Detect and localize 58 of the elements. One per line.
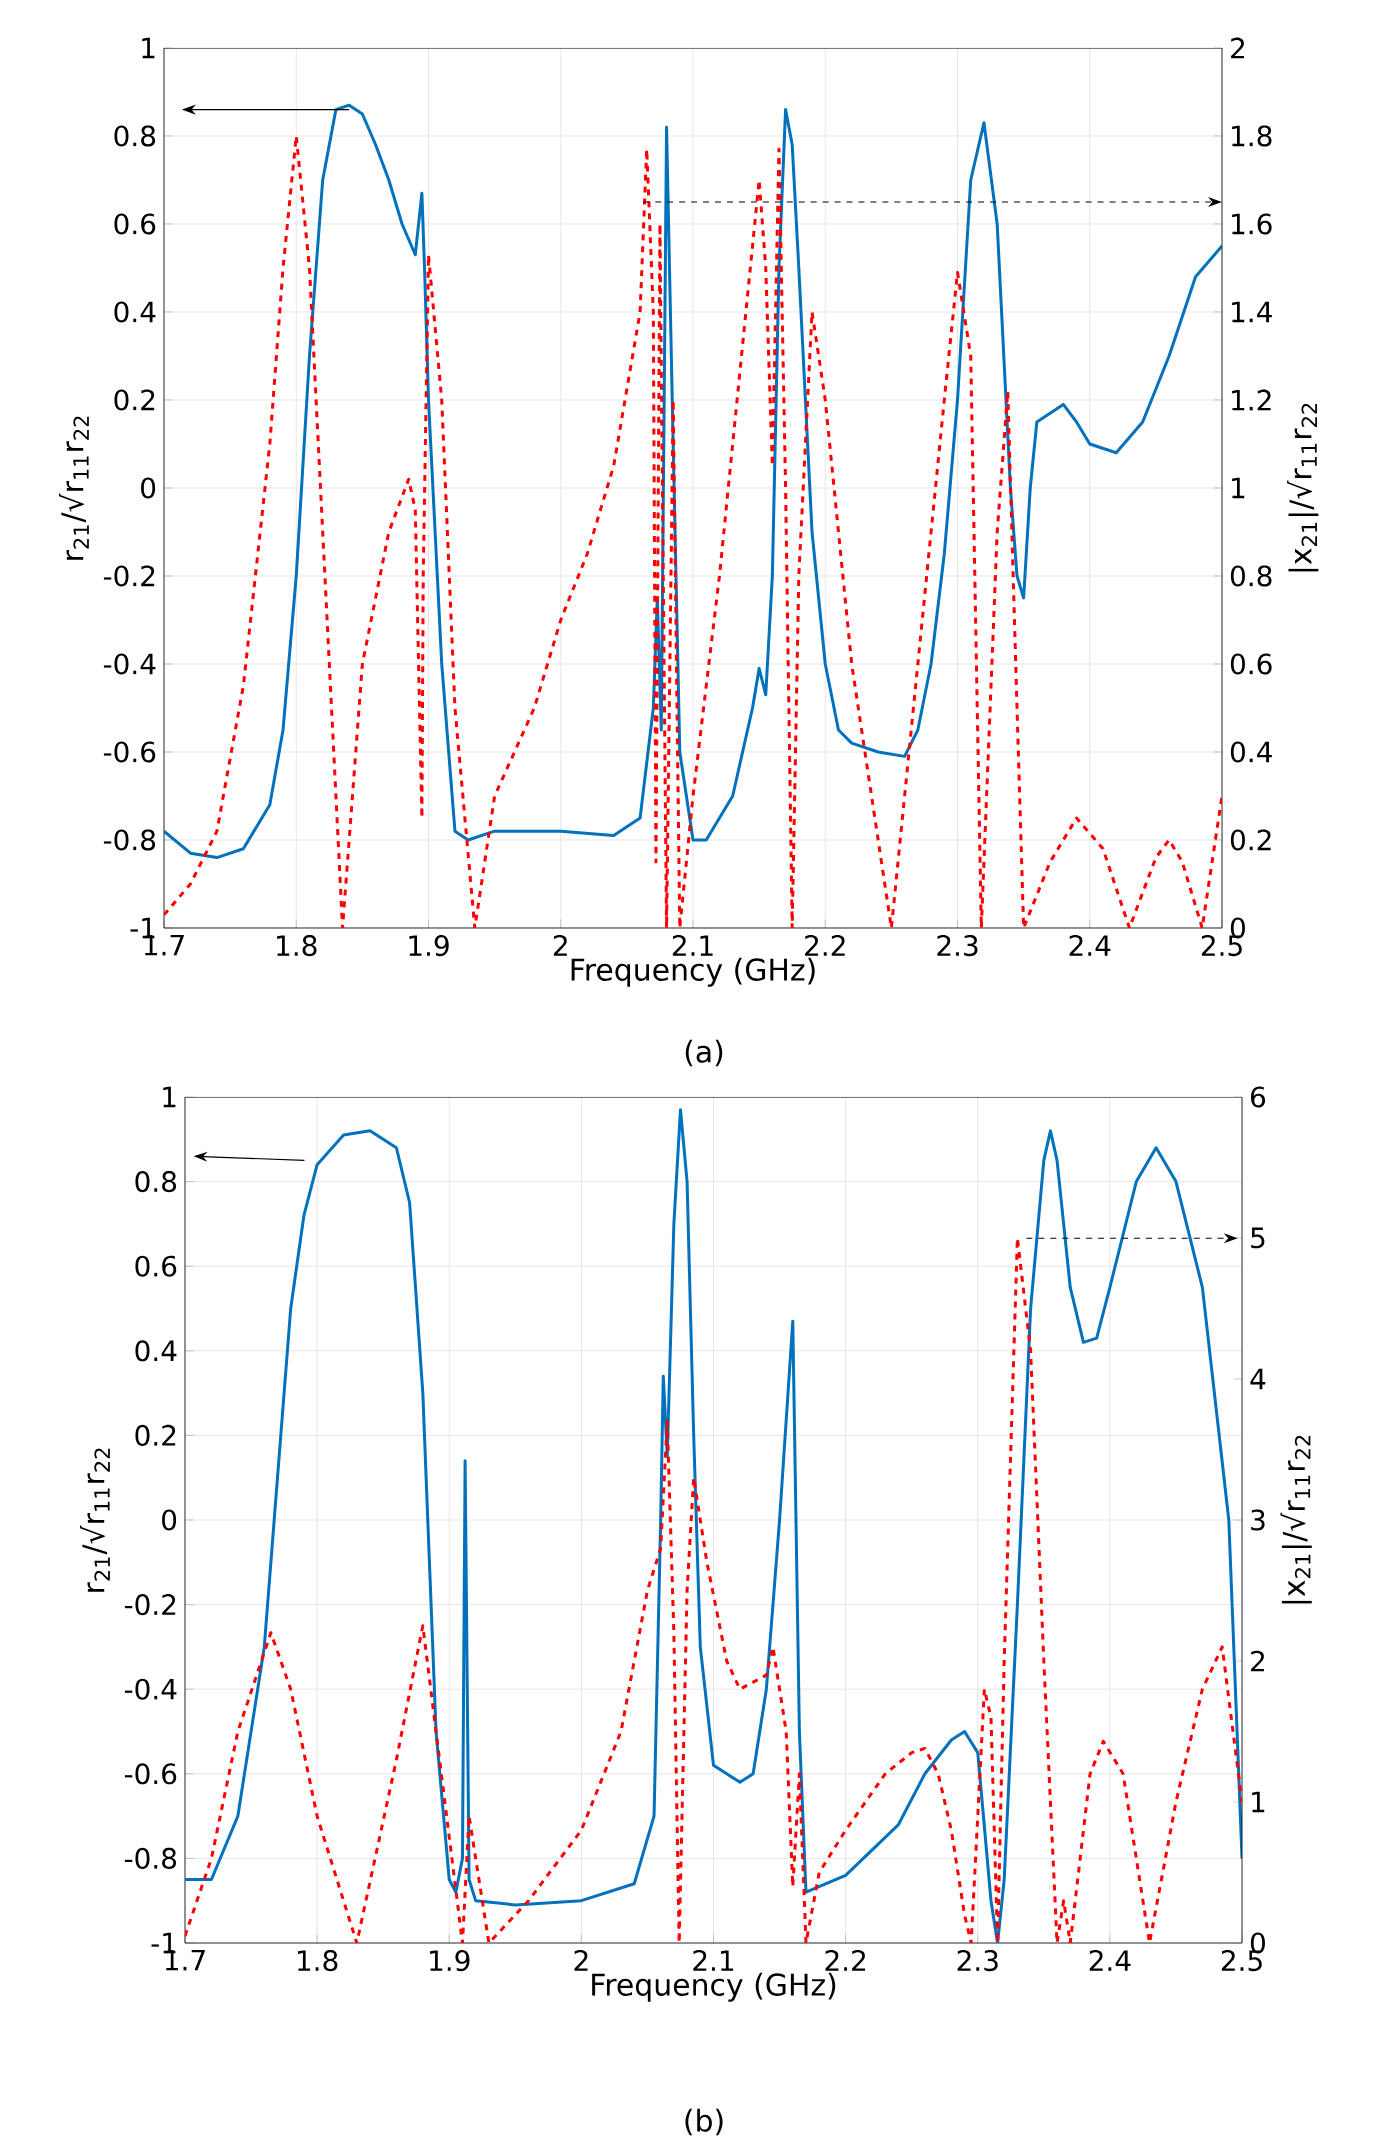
y-tick-label: -0.6 xyxy=(124,1763,177,1785)
y-tick-label: -0.6 xyxy=(103,741,156,763)
y-tick-label: -0.8 xyxy=(124,1847,177,1869)
text: (a) xyxy=(685,1039,723,1067)
x-tick-label: 2.2 xyxy=(825,1950,866,1971)
y-tick-label: 0.2 xyxy=(114,389,155,411)
y2-tick-label: 1 xyxy=(1252,1791,1265,1813)
y-tick-label: 0.4 xyxy=(114,301,156,323)
x-axis-title: Frequency (GHz) xyxy=(571,957,815,987)
x-tick-label: 2.3 xyxy=(937,935,978,957)
x-tick-label: 2.1 xyxy=(672,935,713,956)
y2-tick-label: 0.8 xyxy=(1230,565,1272,587)
y2-tick-label: 4 xyxy=(1250,1368,1266,1390)
y-tick-label: 0.8 xyxy=(135,1171,177,1193)
x-tick-label: 2 xyxy=(574,1950,588,1971)
x-tick-label: 1.9 xyxy=(409,935,449,957)
y-tick-label: -0.2 xyxy=(103,565,155,587)
x-tick-label: 1.8 xyxy=(298,1950,338,1972)
y-tick-label: 0 xyxy=(162,1509,177,1531)
y-tick-label: 0.6 xyxy=(114,213,156,235)
y2-tick-label: 0.6 xyxy=(1230,653,1272,675)
y2-tick-label: 6 xyxy=(1250,1086,1266,1108)
y-tick-label: -0.4 xyxy=(124,1678,177,1700)
x-tick-label: 1.9 xyxy=(430,1950,470,1972)
y-tick-label: 0.8 xyxy=(114,125,156,147)
y2-tick-label: 0.4 xyxy=(1230,741,1272,763)
x-tick-label: 2 xyxy=(553,935,567,956)
y2-tick-label: 3 xyxy=(1251,1509,1265,1531)
y2-tick-label: 1 xyxy=(1232,477,1245,499)
y-tick-label: -0.8 xyxy=(103,829,156,851)
y2-tick-label: 1.6 xyxy=(1232,213,1272,235)
x-tick-label: 2.4 xyxy=(1069,935,1111,956)
y2-axis-title: |x$_{21}$|/√r$_{11}$r$_{22}$ xyxy=(1280,1435,1312,1604)
y-tick-label: 1 xyxy=(163,1086,176,1108)
y-axis-title: r$_{21}$/√r$_{11}$r$_{22}$ xyxy=(58,416,89,560)
y2-tick-label: 0.2 xyxy=(1230,829,1271,851)
y2-tick-label: 5 xyxy=(1251,1227,1265,1249)
x-tick-label: 2.1 xyxy=(693,1950,734,1971)
y2-tick-label: 2 xyxy=(1251,1650,1265,1672)
text: (b) xyxy=(685,2108,723,2136)
y2-tick-label: 1.2 xyxy=(1232,389,1271,411)
y-tick-label: 0.4 xyxy=(135,1340,177,1362)
y-tick-label: 0 xyxy=(141,477,156,499)
x-tick-label: 1.8 xyxy=(277,935,317,957)
x-axis-title: Frequency (GHz) xyxy=(592,1972,836,2002)
y2-tick-label: 2 xyxy=(1231,37,1245,59)
y2-tick-label: 1.8 xyxy=(1232,125,1272,147)
x-tick-label: 2.3 xyxy=(957,1950,998,1972)
y2-tick-label: 1.4 xyxy=(1232,301,1272,323)
x-tick-label: 2.4 xyxy=(1089,1950,1131,1971)
y-tick-label: -0.2 xyxy=(124,1594,176,1616)
y-tick-label: 1 xyxy=(142,37,155,59)
x-tick-label: 2.2 xyxy=(805,935,845,956)
y-axis-title: r$_{21}$/√r$_{11}$r$_{22}$ xyxy=(79,1448,110,1592)
y-tick-label: 0.6 xyxy=(135,1255,177,1277)
y-tick-label: -0.4 xyxy=(103,653,156,675)
y-tick-label: 0.2 xyxy=(135,1424,176,1446)
y2-axis-title: |x$_{21}$|/√r$_{11}$r$_{22}$ xyxy=(1287,403,1319,572)
